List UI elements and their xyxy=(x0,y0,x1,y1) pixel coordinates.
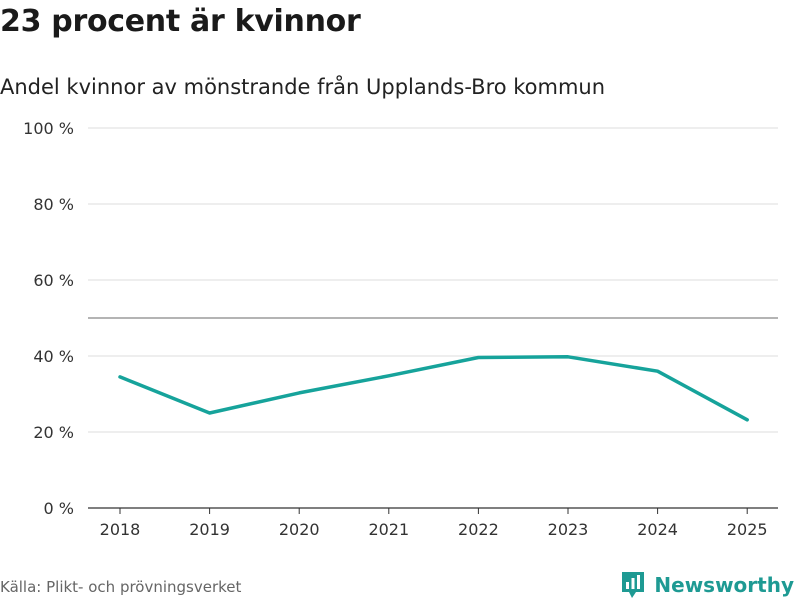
y-tick-label: 20 % xyxy=(33,423,74,442)
y-tick-label: 100 % xyxy=(23,119,74,138)
y-tick-label: 80 % xyxy=(33,195,74,214)
newsworthy-icon xyxy=(622,572,645,598)
line-chart: 0 % 20 % 40 % 60 % 80 % 100 % 2018 2019 2020 2021… xyxy=(23,119,778,539)
x-tick-label: 2024 xyxy=(637,520,678,539)
x-tick-label: 2018 xyxy=(100,520,141,539)
chart-title: 23 procent är kvinnor xyxy=(0,4,361,39)
x-tick-label: 2019 xyxy=(189,520,230,539)
y-tick-label: 60 % xyxy=(33,271,74,290)
series-line xyxy=(118,355,749,422)
y-tick-label: 0 % xyxy=(44,499,74,518)
source-note: Källa: Plikt- och prövningsverket xyxy=(0,578,242,596)
brand-name: Newsworthy xyxy=(654,573,794,597)
chart-subtitle: Andel kvinnor av mönstrande från Uppland… xyxy=(0,75,606,99)
x-tick-label: 2022 xyxy=(458,520,499,539)
newsworthy-logo: Newsworthy xyxy=(620,570,794,600)
x-tick-label: 2020 xyxy=(279,520,320,539)
x-tick-label: 2021 xyxy=(368,520,409,539)
x-tick-label: 2023 xyxy=(548,520,589,539)
x-tick-label: 2025 xyxy=(727,520,768,539)
y-tick-label: 40 % xyxy=(33,347,74,366)
